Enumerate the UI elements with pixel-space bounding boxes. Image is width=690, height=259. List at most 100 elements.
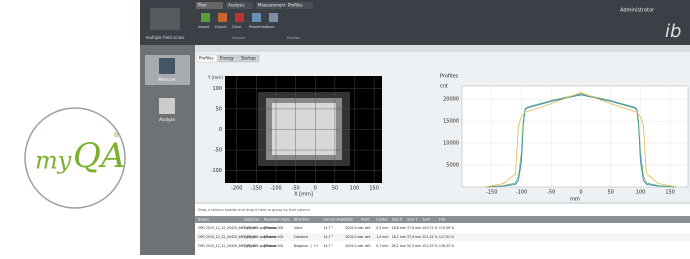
table-cell: Dolphin	[244, 235, 256, 239]
x-tick-label: -50	[547, 190, 555, 196]
toolbar-left: multiple field scans	[146, 35, 185, 40]
sidebar-icon[interactable]	[159, 98, 175, 114]
table-cell: Diagonal - / ++	[294, 244, 319, 248]
table-cell: n. def.	[361, 235, 371, 239]
tool-button[interactable]	[201, 13, 210, 22]
table-cell: 0,7 mm	[376, 244, 388, 248]
screenshot: my QA ® multiple field scans Administrat…	[0, 0, 690, 255]
x-tick-label: -100	[516, 190, 527, 196]
y-tick-label: 0	[219, 127, 222, 133]
logo-mark: QA	[73, 136, 125, 176]
y-tick-label: 5000	[446, 163, 459, 169]
tool-button-label: Save	[266, 25, 275, 29]
tool-button-label: Properties	[249, 25, 267, 29]
column-header: Direction	[294, 218, 310, 222]
table-cell: Photons	[264, 226, 277, 230]
logo-registered: ®	[113, 131, 120, 139]
column-header: Status	[198, 218, 209, 222]
x-axis-label: mm	[570, 197, 580, 203]
table-cell: n. def.	[361, 244, 371, 248]
table-cell: Inline	[294, 226, 303, 230]
table-cell: 14,7 °	[323, 235, 333, 239]
x-tick-label: 50	[607, 190, 613, 196]
column-header: Radiation Type	[264, 218, 290, 222]
table-cell: 18,6 mm	[392, 226, 406, 230]
x-tick-label: 150	[665, 190, 675, 196]
column-header: Size X	[392, 218, 403, 222]
x-tick-label: 50	[332, 186, 338, 192]
tool-button-label: Import	[198, 25, 210, 29]
table-cell: Dolphin	[244, 244, 256, 248]
view-tab-label: Startup	[241, 56, 256, 61]
table-cell: 37,6 mm	[407, 226, 421, 230]
table-cell: 37,9 mm	[407, 235, 421, 239]
page: my QA ® multiple field scans Administrat…	[0, 0, 690, 255]
view-tab-label: Energy	[220, 56, 235, 61]
table-cell: 101,53 %	[422, 244, 437, 248]
x-tick-label: 100	[636, 190, 646, 196]
toolbar-group: Session	[232, 36, 245, 40]
x-tick-label: 150	[369, 186, 379, 192]
table-cell: 127,51 %	[439, 235, 454, 239]
y-tick-label: 10000	[443, 141, 459, 147]
chart-title: Profiles	[440, 74, 459, 80]
table-cell: Crossline	[294, 235, 309, 239]
y-axis-label: cnt	[440, 84, 448, 90]
column-header: Gantry Angle	[323, 218, 346, 222]
tool-button[interactable]	[252, 13, 261, 22]
tool-button-label: Clear	[232, 25, 242, 29]
y-axis-label: Y [mm]	[207, 75, 223, 80]
user: Administrator	[620, 8, 655, 14]
x-axis-label: X [mm]	[294, 192, 313, 198]
column-header: Field	[361, 218, 369, 222]
y-tick-label: 50	[216, 106, 222, 112]
view-tab-label: Profiles	[199, 56, 214, 61]
sidebar-label: Measure	[159, 77, 177, 82]
column-header: Size Y	[407, 218, 418, 222]
table-cell: 126,33 %	[439, 244, 454, 248]
x-tick-label: 0	[579, 190, 582, 196]
table-cell: 1,4 mm	[376, 235, 388, 239]
menu-tab-label: Analysis	[228, 3, 244, 8]
toolbar-group: Profiles	[287, 36, 300, 40]
y-tick-label: 100	[212, 86, 222, 92]
menu-tab-label: Profiles	[288, 3, 303, 8]
sidebar-icon[interactable]	[159, 58, 175, 74]
sidebar-label: Analyze	[159, 117, 175, 122]
column-header: Flat	[439, 218, 446, 222]
x-tick-label: -200	[231, 186, 242, 192]
x-tick-label: 100	[350, 186, 360, 192]
column-header: Center	[376, 218, 388, 222]
tool-button[interactable]	[218, 13, 227, 22]
tool-button-label: Export	[215, 25, 227, 29]
table-cell: 0,3 mm	[376, 226, 388, 230]
table-cell: 14,7 °	[323, 244, 333, 248]
profile-plot	[462, 86, 688, 187]
menu-tab-label: Plan	[198, 3, 207, 8]
x-tick-label: 0	[314, 186, 317, 192]
x-tick-label: -150	[251, 186, 262, 192]
table-cell: 26,2 mm	[392, 244, 406, 248]
table-cell: 14,7 °	[323, 226, 333, 230]
table-cell: 52,5 mm	[407, 244, 421, 248]
column-header: Sym	[422, 218, 430, 222]
tool-button[interactable]	[269, 13, 278, 22]
y-tick-label: -50	[214, 148, 222, 154]
y-tick-label: 20000	[443, 97, 459, 103]
table-hint: Drag a column header and drop it here to…	[198, 208, 310, 212]
tool-button[interactable]	[235, 13, 244, 22]
menu-tab-label: Measurement	[258, 3, 286, 8]
table-cell: 18,1 mm	[392, 235, 406, 239]
table-cell: 119,59 %	[439, 226, 454, 230]
table-cell: n. def.	[361, 226, 371, 230]
column-header: Detector	[244, 218, 260, 222]
y-tick-label: 15000	[443, 119, 459, 125]
table-cell: 101,22 %	[422, 235, 437, 239]
column-header: SSD	[345, 218, 352, 222]
y-tick-label: -100	[211, 168, 222, 174]
home-button[interactable]	[150, 8, 180, 30]
x-tick-label: -100	[270, 186, 281, 192]
x-tick-label: -150	[486, 190, 497, 196]
brand-glyph: ib	[665, 21, 681, 42]
table-cell: Photons	[264, 235, 277, 239]
